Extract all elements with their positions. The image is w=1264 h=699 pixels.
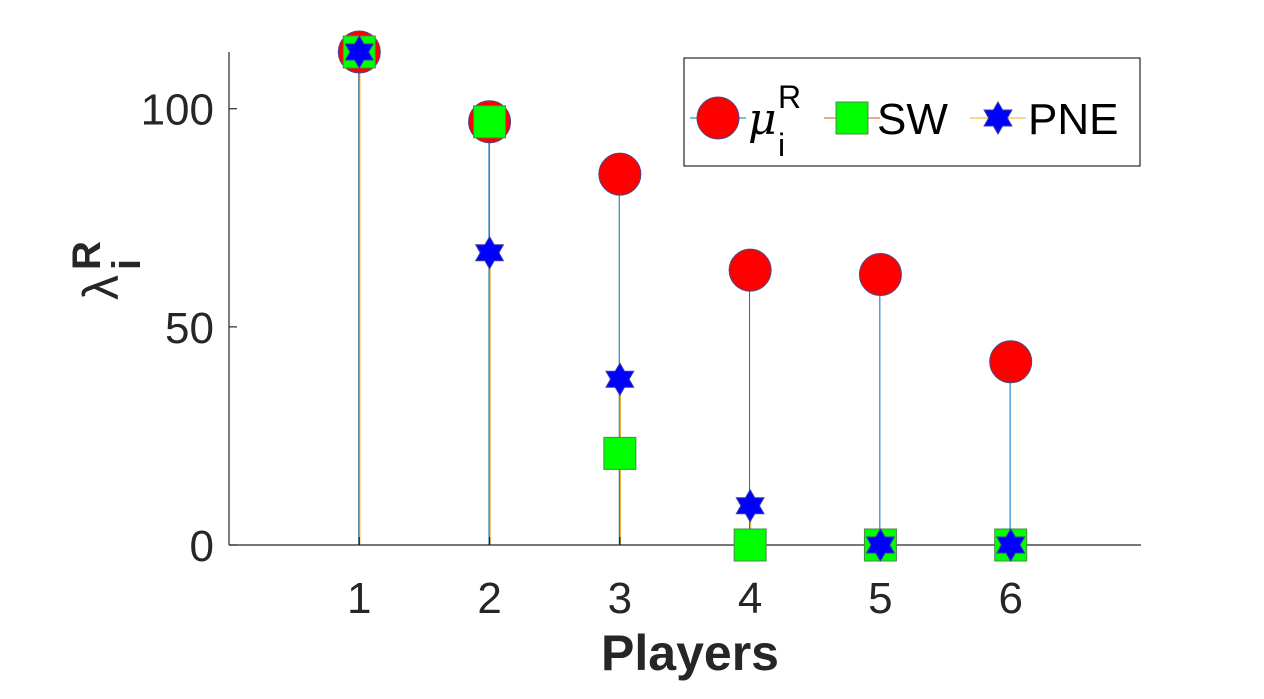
legend-label: SW: [877, 95, 948, 144]
legend-box: [683, 57, 1141, 167]
x-tick-label: 6: [998, 574, 1022, 623]
x-tick-label: 3: [608, 574, 632, 623]
stem-lines: [358, 52, 1011, 545]
marker-hexagram-5: [865, 528, 896, 562]
marker-circle-4: [728, 248, 772, 292]
legend-label-sup: R: [778, 79, 801, 115]
marker-circle-6: [989, 340, 1033, 384]
y-axis-label: λ R i: [65, 241, 149, 300]
x-tick-label: 1: [347, 574, 371, 623]
y-axis-label-base: λ: [73, 275, 129, 300]
legend-label-sub: i: [778, 127, 785, 163]
y-axis-label-sup: R: [65, 241, 109, 270]
marker-circle-5: [858, 253, 902, 297]
legend-marker-hexagram: [983, 100, 1013, 136]
legend-marker-circle: [696, 96, 740, 140]
x-tick-label: 4: [738, 574, 762, 623]
marker-circle-3: [598, 152, 642, 196]
legend: μ Ri SW PNE: [683, 57, 1141, 167]
axes: [228, 52, 1141, 546]
y-tick-label: 0: [190, 522, 214, 571]
ticks: 1 2 3 4 5 6 0 50 100: [141, 86, 1023, 623]
marker-square-2: [473, 105, 507, 139]
marker-square-4: [733, 528, 767, 562]
marker-hexagram-1: [344, 35, 374, 69]
data-markers: [337, 30, 1033, 562]
legend-label: PNE: [1028, 95, 1118, 144]
y-tick-label: 100: [141, 86, 214, 135]
marker-hexagram-3: [605, 362, 635, 397]
marker-hexagram-2: [474, 235, 505, 270]
marker-hexagram-4: [735, 488, 765, 523]
legend-label: μ: [748, 94, 777, 145]
y-tick-label: 50: [165, 304, 214, 353]
marker-square-3: [603, 436, 637, 470]
x-axis-label: Players: [601, 625, 779, 681]
x-tick-label: 2: [477, 574, 501, 623]
x-tick-label: 5: [868, 574, 892, 623]
legend-marker-square: [835, 101, 869, 135]
marker-hexagram-6: [996, 528, 1026, 562]
y-axis-label-sub: i: [105, 259, 149, 270]
